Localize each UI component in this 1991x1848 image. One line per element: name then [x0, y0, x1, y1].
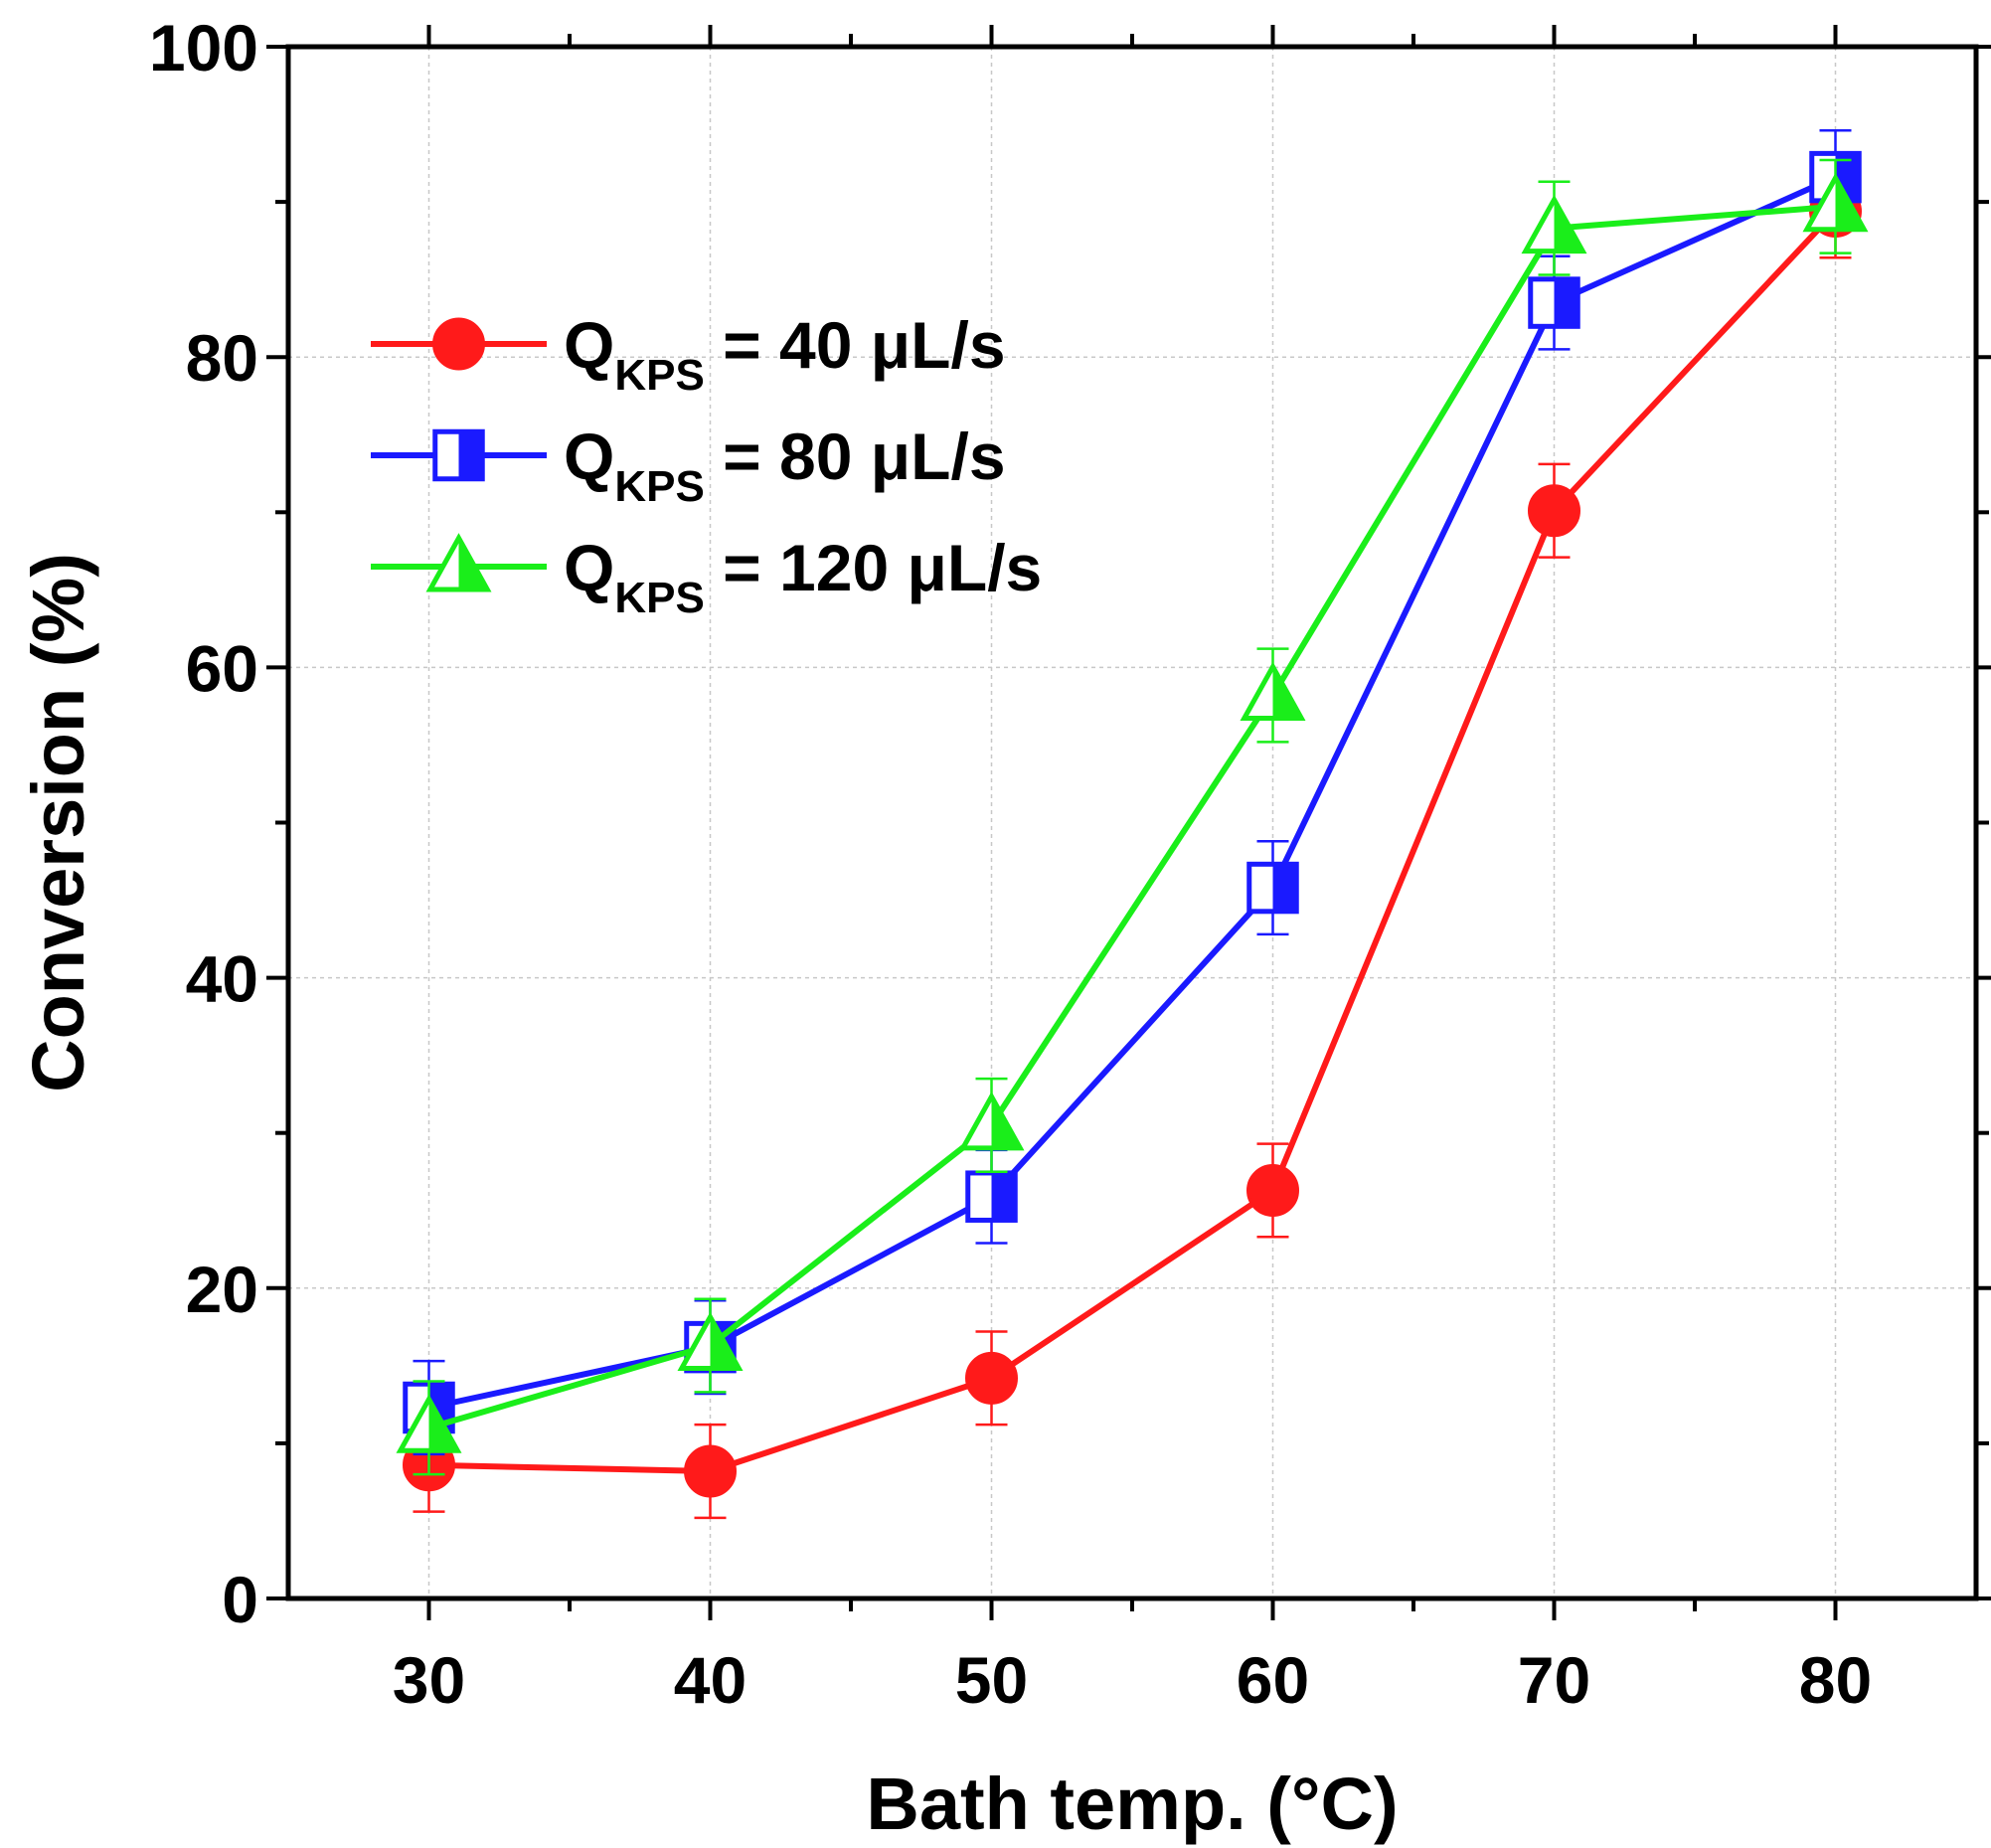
x-tick-label: 40 [674, 1643, 747, 1717]
circle-marker [1528, 484, 1580, 538]
series-line [428, 209, 1838, 1474]
triangle-marker-fill [991, 1096, 1021, 1148]
x-tick-label: 60 [1237, 1643, 1309, 1717]
circle-marker [432, 317, 485, 371]
circle-marker [1246, 1163, 1299, 1217]
data-point-marker [396, 1394, 462, 1453]
data-point-marker [684, 1444, 737, 1498]
legend-item-3: QKPS = 120 μL/s [371, 531, 1042, 622]
triangle-marker-fill [1835, 178, 1865, 230]
legend-item-2: QKPS = 80 μL/s [371, 420, 1006, 511]
series-2 [403, 129, 1862, 1456]
triangle-marker-fill [458, 538, 488, 589]
legend-label: QKPS = 120 μL/s [564, 531, 1042, 622]
square-marker-fill [1554, 278, 1578, 327]
data-point-marker [1246, 861, 1299, 915]
legend-label: QKPS = 40 μL/s [564, 308, 1006, 400]
triangle-marker-fill [710, 1316, 740, 1369]
axis-ticks [266, 25, 1991, 1620]
circle-marker [965, 1351, 1018, 1405]
legend: QKPS = 40 μL/s QKPS = 80 μL/s QKPS = 120 μ… [371, 308, 1042, 622]
data-point-marker [677, 1311, 744, 1372]
x-tick-label: 30 [393, 1643, 465, 1717]
x-axis-title: Bath temp. (°C) [866, 1763, 1398, 1845]
y-tick-label: 100 [149, 11, 258, 84]
data-point-marker [1528, 484, 1580, 538]
y-tick-label: 40 [186, 942, 258, 1016]
y-axis-title: Conversion (%) [17, 553, 99, 1092]
grid-lines [288, 46, 1976, 1599]
data-point-marker [432, 428, 485, 482]
circle-marker [684, 1444, 737, 1498]
x-tick-label: 50 [955, 1643, 1028, 1717]
triangle-marker-fill [1272, 666, 1302, 719]
data-point-marker [965, 1170, 1018, 1223]
square-marker-fill [1272, 864, 1297, 912]
data-point-marker [1246, 1163, 1299, 1217]
series-3 [396, 158, 1869, 1476]
legend-label: QKPS = 80 μL/s [564, 420, 1006, 511]
data-point-marker [1528, 276, 1580, 329]
data-point-marker [1802, 172, 1869, 233]
square-marker-fill [991, 1172, 1016, 1221]
triangle-marker-fill [428, 1399, 458, 1451]
x-axis-tick-labels: 30 40 50 60 70 80 [393, 1643, 1872, 1717]
legend-item-1: QKPS = 40 μL/s [371, 308, 1006, 400]
data-point-marker [1240, 661, 1306, 721]
y-tick-label: 80 [186, 321, 258, 395]
series-layer [396, 129, 1869, 1520]
x-tick-label: 80 [1799, 1643, 1872, 1717]
series-line [427, 203, 1836, 1431]
y-tick-label: 0 [222, 1563, 258, 1636]
triangle-marker-fill [1554, 199, 1583, 252]
data-point-marker [432, 317, 485, 371]
square-marker-fill [458, 431, 483, 479]
y-tick-label: 20 [186, 1253, 258, 1326]
plot-area-frame [285, 44, 1979, 1601]
y-axis-tick-labels: 0 20 40 60 80 100 [149, 11, 258, 1636]
data-point-marker [425, 533, 492, 592]
data-point-marker [1521, 194, 1587, 254]
y-tick-label: 60 [186, 631, 258, 705]
data-point-marker [965, 1351, 1018, 1405]
x-tick-label: 70 [1518, 1643, 1590, 1717]
data-point-marker [958, 1091, 1025, 1151]
